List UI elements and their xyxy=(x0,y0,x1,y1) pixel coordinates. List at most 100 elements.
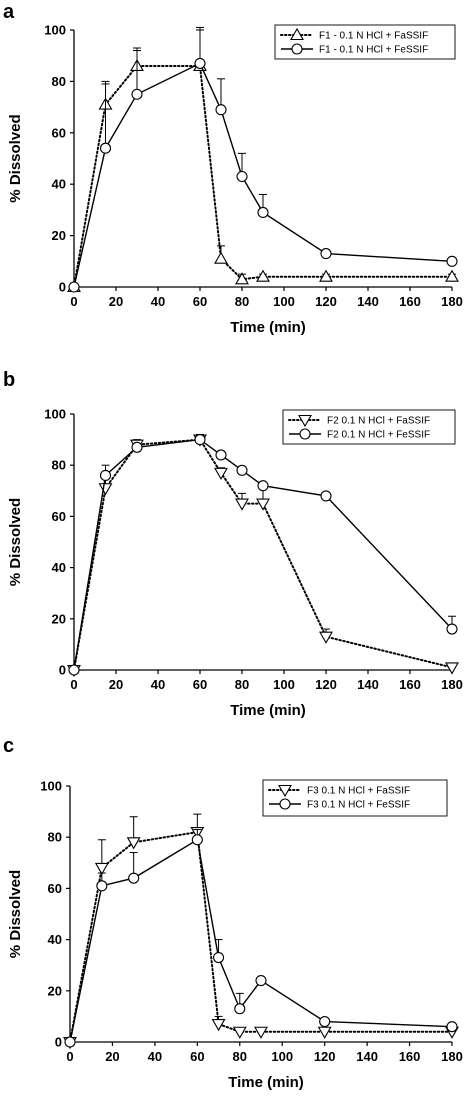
legend: F1 - 0.1 N HCl + FaSSIF F1 - 0.1 N HCl + … xyxy=(274,24,456,60)
data-point xyxy=(234,1003,246,1015)
data-point xyxy=(99,142,112,154)
y-tick-label: 0 xyxy=(59,280,66,295)
data-point xyxy=(214,251,228,264)
data-point xyxy=(445,269,459,282)
data-point xyxy=(257,480,269,492)
dissolution-chart-c: c 0 20 40 60 80 100 0 20 40 60 80 100 120 140 160 180 Tim… xyxy=(3,736,463,1091)
dissolution-chart-b: b 0 20 40 60 80 100 0 20 40 60 80 100 120 140 160 180 Tim… xyxy=(3,369,463,719)
y-tick-label: 0 xyxy=(55,1035,62,1050)
x-tick-label: 60 xyxy=(193,677,207,692)
x-tick-label: 0 xyxy=(66,1049,73,1064)
x-axis-title: Time (min) xyxy=(230,702,306,719)
x-tick-label: 100 xyxy=(273,677,295,692)
series-line xyxy=(73,64,453,288)
y-axis-title: % Dissolved xyxy=(7,498,24,586)
data-point xyxy=(236,170,248,183)
legend-marker xyxy=(291,43,303,55)
x-tick-label: 100 xyxy=(273,294,295,309)
legend-box xyxy=(282,409,456,445)
y-tick-label: 60 xyxy=(52,125,66,140)
series-line xyxy=(73,438,453,671)
x-tick-label: 40 xyxy=(148,1049,162,1064)
data-point xyxy=(317,1026,332,1039)
x-tick-label: 180 xyxy=(441,294,463,309)
x-tick-label: 60 xyxy=(190,1049,204,1064)
legend: F3 0.1 N HCl + FaSSIF F3 0.1 N HCl + FeSS… xyxy=(262,779,448,817)
y-tick-label: 0 xyxy=(59,663,66,678)
y-tick-label: 80 xyxy=(52,74,66,89)
y-tick-label: 60 xyxy=(52,509,66,524)
data-point xyxy=(236,464,248,476)
x-tick-label: 120 xyxy=(314,1049,336,1064)
data-point xyxy=(68,281,80,293)
legend-box xyxy=(262,779,448,817)
x-tick-label: 160 xyxy=(399,294,421,309)
x-tick-label: 180 xyxy=(441,1049,463,1064)
panel-letter: a xyxy=(3,1,15,23)
y-tick-label: 20 xyxy=(52,228,66,243)
data-point xyxy=(446,1021,458,1033)
x-tick-label: 20 xyxy=(109,294,123,309)
data-point xyxy=(235,272,249,285)
data-point xyxy=(256,498,270,511)
data-point xyxy=(64,1036,76,1048)
data-point xyxy=(96,880,108,892)
data-point xyxy=(235,498,249,511)
data-point xyxy=(126,837,141,850)
data-point xyxy=(445,662,459,675)
panel-letter: c xyxy=(3,736,14,757)
panel-letter: b xyxy=(3,369,15,391)
y-axis-title: % Dissolved xyxy=(7,870,24,958)
x-tick-label: 120 xyxy=(315,677,337,692)
data-point xyxy=(319,269,333,282)
legend-label: F2 0.1 N HCl + FeSSIF xyxy=(327,430,430,441)
legend-label: F3 0.1 N HCl + FeSSIF xyxy=(307,800,410,811)
y-tick-label: 40 xyxy=(48,932,62,947)
legend-label: F3 0.1 N HCl + FaSSIF xyxy=(307,786,410,797)
data-point xyxy=(128,872,140,884)
series-1 xyxy=(67,433,459,678)
x-tick-label: 40 xyxy=(151,294,165,309)
y-axis-title: % Dissolved xyxy=(7,114,24,202)
series-2 xyxy=(68,433,458,676)
data-point xyxy=(131,88,143,100)
y-tick-label: 80 xyxy=(52,458,66,473)
x-tick-label: 20 xyxy=(105,1049,119,1064)
y-tick-label: 100 xyxy=(40,779,62,794)
series-line xyxy=(69,830,453,1043)
data-point xyxy=(319,631,333,644)
y-tick-label: 80 xyxy=(48,830,62,845)
data-point xyxy=(194,57,206,69)
y-tick-label: 40 xyxy=(52,177,66,192)
dissolution-chart-a: a 0 20 40 60 80 100 0 20 40 60 80 100 120 140 160 180 Tim… xyxy=(3,1,463,336)
data-point xyxy=(194,434,206,446)
data-point xyxy=(68,664,80,676)
x-tick-label: 140 xyxy=(357,677,379,692)
legend-marker xyxy=(290,27,304,41)
series-1 xyxy=(67,29,459,293)
y-tick-label: 20 xyxy=(52,611,66,626)
legend-label: F1 - 0.1 N HCl + FaSSIF xyxy=(319,31,428,42)
x-tick-label: 60 xyxy=(193,294,207,309)
data-point xyxy=(215,104,227,116)
x-tick-label: 0 xyxy=(70,677,77,692)
x-tick-label: 20 xyxy=(109,677,123,692)
chart-panel-b: b 0 20 40 60 80 100 0 20 40 60 80 100 120 140 160 180 Tim… xyxy=(0,368,474,736)
x-tick-label: 120 xyxy=(315,294,337,309)
y-tick-label: 100 xyxy=(44,23,66,38)
data-point xyxy=(256,269,270,282)
data-point xyxy=(254,1026,268,1039)
legend-label: F1 - 0.1 N HCl + FeSSIF xyxy=(319,45,428,56)
data-point xyxy=(213,951,225,964)
legend-label: F2 0.1 N HCl + FaSSIF xyxy=(327,416,430,427)
x-tick-label: 160 xyxy=(399,1049,421,1064)
data-point xyxy=(446,255,458,267)
data-point xyxy=(215,449,227,461)
series-2 xyxy=(68,26,458,293)
legend: F2 0.1 N HCl + FaSSIF F2 0.1 N HCl + FeSS… xyxy=(282,409,456,445)
data-point xyxy=(94,862,109,876)
x-tick-label: 140 xyxy=(357,294,379,309)
data-point xyxy=(257,206,269,219)
x-tick-label: 160 xyxy=(399,677,421,692)
series-line xyxy=(69,838,453,1043)
